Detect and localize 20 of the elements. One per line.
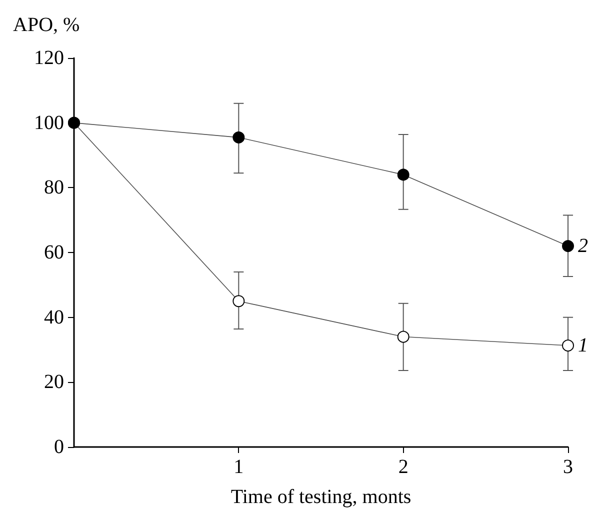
y-tick-label: 20 bbox=[44, 371, 64, 394]
series-label: 1 bbox=[578, 334, 588, 357]
point bbox=[397, 330, 410, 343]
point bbox=[562, 240, 574, 252]
x-axis-title: Time of testing, monts bbox=[230, 486, 412, 508]
point bbox=[232, 295, 245, 308]
y-tick-label: 60 bbox=[44, 242, 64, 264]
y-tick-label: 120 bbox=[34, 47, 64, 69]
x-tick-label: 2 bbox=[398, 456, 408, 478]
series-label: 2 bbox=[578, 235, 588, 258]
point bbox=[232, 131, 245, 144]
x-tick-label: 1 bbox=[234, 456, 244, 478]
point bbox=[397, 168, 410, 181]
y-tick-label: 40 bbox=[44, 306, 64, 328]
point bbox=[562, 340, 574, 352]
y-tick-label: 80 bbox=[44, 176, 64, 199]
y-axis-title: APO, % bbox=[13, 14, 80, 36]
y-tick-label: 0 bbox=[54, 436, 64, 458]
y-tick-label: 100 bbox=[34, 112, 64, 134]
x-tick-label: 3 bbox=[563, 456, 573, 478]
